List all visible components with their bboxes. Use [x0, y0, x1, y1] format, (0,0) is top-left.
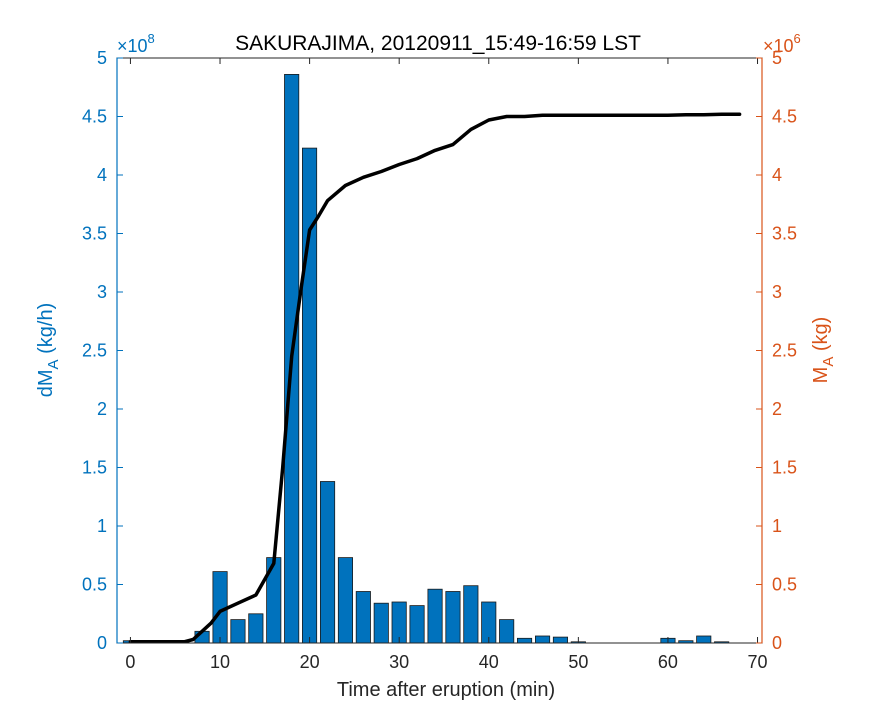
x-tick-label: 50: [568, 652, 588, 672]
right-y-axis-label: MA (kg): [810, 317, 837, 384]
x-tick-label: 10: [210, 652, 230, 672]
bar: [319, 481, 336, 644]
right-ylabel-unit: (kg): [810, 317, 832, 357]
x-tick-label: 30: [389, 652, 409, 672]
left-ylabel-main: dM: [35, 369, 57, 397]
bar: [373, 602, 389, 644]
x-tick-label: 40: [479, 652, 499, 672]
right-y-tick-label: 2.5: [772, 341, 797, 361]
cumulative-mass-line: [128, 112, 742, 644]
left-y-tick-label: 2.5: [82, 341, 107, 361]
x-axis-label: Time after eruption (min): [337, 679, 555, 701]
x-tick-label: 60: [658, 652, 678, 672]
right-y-tick-label: 4.5: [772, 107, 797, 127]
left-ylabel-sub: A: [45, 359, 62, 369]
right-y-tick-label: 0.5: [772, 575, 797, 595]
bar: [535, 635, 551, 644]
right-axis-exponent: ×106: [763, 31, 801, 56]
left-y-tick-label: 4: [97, 165, 107, 185]
right-ylabel-main: M: [810, 367, 832, 384]
left-y-tick-label: 1.5: [82, 458, 107, 478]
left-exponent-power: 8: [148, 31, 155, 46]
bar: [463, 585, 479, 644]
bar: [337, 557, 353, 644]
cumulative-mass-series: [128, 112, 742, 644]
bar: [499, 619, 515, 644]
right-y-tick-label: 4: [772, 165, 782, 185]
bar: [409, 605, 425, 644]
left-ylabel-unit: (kg/h): [35, 303, 57, 360]
right-y-tick-label: 1: [772, 516, 782, 536]
x-tick-label: 70: [748, 652, 768, 672]
right-exponent-base: ×10: [763, 36, 794, 56]
left-exponent-base: ×10: [117, 36, 148, 56]
x-tick-label: 0: [125, 652, 135, 672]
bar: [552, 636, 568, 644]
left-y-tick-label: 5: [97, 48, 107, 68]
left-y-tick-label: 3: [97, 282, 107, 302]
left-y-tick-label: 1: [97, 516, 107, 536]
right-y-tick-label: 1.5: [772, 458, 797, 478]
right-y-tick-label: 0: [772, 633, 782, 653]
bar: [696, 635, 712, 644]
bar: [517, 637, 533, 644]
right-y-tick-label: 3.5: [772, 224, 797, 244]
x-tick-label: 20: [300, 652, 320, 672]
bar: [230, 619, 246, 644]
bar: [391, 601, 407, 644]
bar: [445, 591, 461, 644]
right-y-tick-label: 2: [772, 399, 782, 419]
right-ylabel-sub: A: [820, 357, 837, 367]
left-y-axis-ticks: 0 0.5 1 1.5 2 2.5 3 3.5 4 4.5 5: [82, 48, 123, 653]
bar-series: [122, 74, 730, 644]
bar: [481, 601, 497, 644]
bar: [248, 613, 264, 644]
x-axis-ticks: 0 10 20 30 40 50 60 70: [125, 58, 768, 672]
left-y-tick-label: 0: [97, 633, 107, 653]
bar: [427, 588, 443, 644]
right-y-tick-label: 5: [772, 48, 782, 68]
left-axis-exponent: ×108: [117, 31, 155, 56]
right-y-tick-label: 3: [772, 282, 782, 302]
left-y-tick-label: 2: [97, 399, 107, 419]
chart-title: SAKURAJIMA, 20120911_15:49-16:59 LST: [235, 32, 641, 55]
left-y-tick-label: 4.5: [82, 107, 107, 127]
right-y-axis-ticks: 0 0.5 1 1.5 2 2.5 3 3.5 4 4.5 5: [756, 48, 797, 653]
bar: [355, 591, 371, 644]
left-y-tick-label: 3.5: [82, 224, 107, 244]
left-y-axis-label: dMA (kg/h): [35, 303, 62, 398]
left-y-tick-label: 0.5: [82, 575, 107, 595]
right-exponent-power: 6: [794, 31, 801, 46]
